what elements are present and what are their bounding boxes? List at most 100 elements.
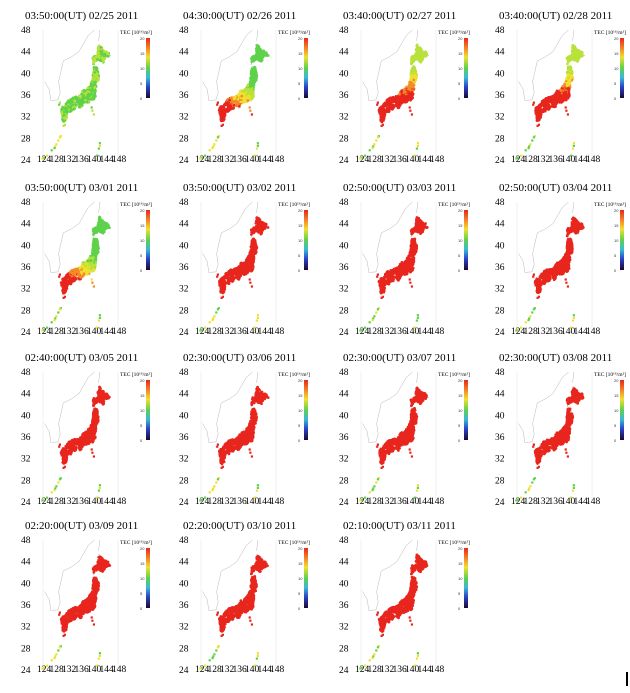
panel-time: 02:10:00(UT)	[343, 520, 405, 532]
latitude-tick: 32	[179, 285, 189, 295]
colorbar-tick: 5	[298, 253, 301, 258]
tec-map-panel: 48 44 40 36 32 28 24 124 128 132 136 140 144 148 20 15 1…	[487, 352, 630, 517]
colorbar-tick: 10	[298, 408, 303, 413]
longitude-tick: 136	[393, 497, 408, 507]
latitude-tick: 44	[339, 220, 349, 230]
colorbar-tick: 5	[298, 81, 301, 86]
longitude-tick: 124	[195, 497, 210, 507]
tec-map-panel: 48 44 40 36 32 28 24 124 128 132 136 140 144 148 20 15 1…	[331, 182, 481, 347]
tec-map-panel: 48 44 40 36 32 28 24 124 128 132 136 140 144 148 20 15 1…	[331, 520, 481, 685]
longitude-tick: 144	[574, 497, 589, 507]
latitude-tick: 48	[495, 368, 505, 378]
longitude-tick: 128	[50, 155, 65, 165]
latitude-tick: 28	[495, 134, 505, 144]
colorbar-tick: 20	[614, 378, 619, 383]
longitude-tick: 144	[418, 665, 433, 675]
colorbar-tick: 20	[298, 36, 303, 41]
panel-date: 03/01 2011	[88, 182, 139, 194]
longitude-tick: 124	[37, 155, 52, 165]
colorbar-tick: 0	[458, 606, 461, 611]
longitude-tick: 148	[112, 155, 127, 165]
latitude-tick: 32	[21, 455, 31, 465]
colorbar-tick: 15	[140, 393, 145, 398]
panel-date: 03/10 2011	[246, 520, 297, 532]
colorbar-tick: 20	[140, 546, 145, 551]
tec-map-panel: 48 44 40 36 32 28 24 124 128 132 136 140 144 148 20 15 1…	[13, 352, 163, 517]
latitude-tick: 40	[179, 411, 189, 421]
latitude-tick: 24	[21, 328, 31, 338]
colorbar-tick: 0	[614, 438, 617, 443]
colorbar-label: TEC [10¹⁶/m²]	[120, 202, 152, 208]
latitude-tick: 28	[21, 306, 31, 316]
colorbar-tick: 10	[614, 66, 619, 71]
longitude-tick: 140	[405, 665, 420, 675]
longitude-tick: 132	[536, 155, 551, 165]
latitude-tick: 48	[179, 536, 189, 546]
colorbar-tick: 20	[614, 208, 619, 213]
latitude-tick: 48	[21, 198, 31, 208]
colorbar-tick: 20	[140, 208, 145, 213]
gnss-stations	[41, 385, 111, 502]
longitude-tick: 148	[430, 327, 445, 337]
longitude-tick: 136	[233, 497, 248, 507]
latitude-tick: 44	[339, 48, 349, 58]
longitude-tick: 128	[208, 665, 223, 675]
colorbar-tick: 10	[458, 238, 463, 243]
colorbar-tick: 5	[614, 253, 617, 258]
longitude-tick: 144	[100, 665, 115, 675]
coastline	[518, 29, 585, 123]
latitude-tick: 44	[179, 558, 189, 568]
latitude-tick: 44	[179, 48, 189, 58]
longitude-tick: 140	[87, 665, 102, 675]
colorbar-tick: 5	[458, 81, 461, 86]
latitude-tick: 36	[21, 433, 31, 443]
latitude-tick: 24	[21, 156, 31, 166]
panel-time: 02:20:00(UT)	[183, 520, 245, 532]
latitude-tick: 28	[339, 134, 349, 144]
colorbar-tick: 15	[458, 51, 463, 56]
colorbar-tick: 5	[298, 423, 301, 428]
panel-time: 02:30:00(UT)	[499, 352, 561, 364]
latitude-tick: 40	[179, 579, 189, 589]
panel-title: 02:10:00(UT) 03/11 2011	[343, 520, 456, 532]
latitude-tick: 32	[179, 455, 189, 465]
longitude-tick: 136	[75, 155, 90, 165]
coastline	[202, 29, 269, 123]
latitude-tick: 36	[339, 263, 349, 273]
latitude-tick: 28	[339, 644, 349, 654]
longitude-tick: 124	[195, 155, 210, 165]
latitude-tick: 28	[179, 476, 189, 486]
latitude-tick: 24	[179, 498, 189, 508]
longitude-tick: 144	[100, 497, 115, 507]
latitude-tick: 32	[21, 623, 31, 633]
tec-map-panel: 48 44 40 36 32 28 24 124 128 132 136 140 144 148 20 15 1…	[331, 10, 481, 175]
longitude-tick: 144	[418, 155, 433, 165]
colorbar-tick: 0	[140, 438, 143, 443]
colorbar-tick: 10	[140, 66, 145, 71]
coastline	[44, 371, 111, 465]
latitude-tick: 40	[495, 241, 505, 251]
colorbar	[464, 548, 468, 608]
panel-date: 03/09 2011	[88, 520, 139, 532]
latitude-tick: 24	[179, 328, 189, 338]
latitude-tick: 28	[495, 306, 505, 316]
latitude-tick: 40	[21, 411, 31, 421]
longitude-tick: 148	[112, 497, 127, 507]
colorbar-label: TEC [10¹⁶/m²]	[120, 372, 152, 378]
colorbar-tick: 5	[458, 591, 461, 596]
longitude-tick: 132	[62, 327, 77, 337]
latitude-tick: 36	[179, 263, 189, 273]
panel-date: 03/07 2011	[406, 352, 457, 364]
colorbar-tick: 5	[298, 591, 301, 596]
longitude-tick: 124	[511, 497, 526, 507]
latitude-tick: 28	[21, 476, 31, 486]
longitude-tick: 136	[393, 327, 408, 337]
colorbar-tick: 10	[458, 408, 463, 413]
latitude-tick: 36	[495, 263, 505, 273]
